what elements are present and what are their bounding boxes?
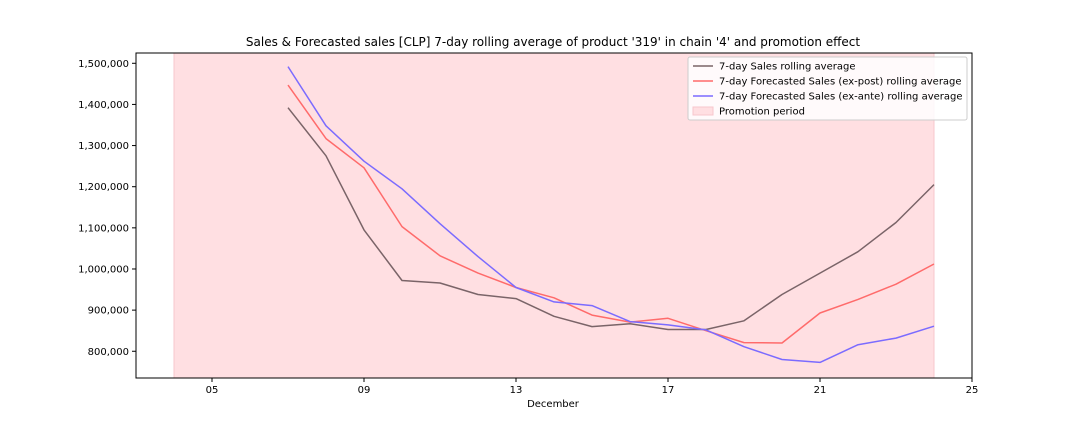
y-tick-label: 800,000 xyxy=(88,347,129,358)
legend-label-promotion: Promotion period xyxy=(719,107,805,118)
x-tick-label: 05 xyxy=(206,385,219,396)
x-tick-label: 21 xyxy=(814,385,827,396)
y-tick-label: 1,500,000 xyxy=(78,59,129,70)
series-line-1 xyxy=(287,107,935,331)
x-tick-label: 13 xyxy=(510,385,523,396)
x-axis-title: December xyxy=(527,399,580,410)
y-axis: 800,000 900,000 1,000,000 1,100,000 1,200,00… xyxy=(78,59,136,358)
y-tick-label: 1,200,000 xyxy=(78,182,129,193)
x-tick-label: 09 xyxy=(358,385,371,396)
series-line-2 xyxy=(287,84,935,344)
series-line-3 xyxy=(287,66,935,364)
y-tick-label: 1,100,000 xyxy=(78,223,129,234)
chart-title: Sales & Forecasted sales [CLP] 7-day rol… xyxy=(246,35,860,49)
y-tick-label: 1,000,000 xyxy=(78,264,129,275)
y-tick-label: 1,300,000 xyxy=(78,141,129,152)
plot-frame xyxy=(135,52,973,379)
series-layer xyxy=(287,66,935,364)
legend-label-3: 7-day Forecasted Sales (ex-ante) rolling… xyxy=(719,92,963,103)
legend-label-2: 7-day Forecasted Sales (ex-post) rolling… xyxy=(719,77,962,88)
legend-label-1: 7-day Sales rolling average xyxy=(719,62,855,73)
x-tick-label: 17 xyxy=(662,385,675,396)
legend: 7-day Sales rolling average 7-day Forecas… xyxy=(687,56,968,121)
legend-box xyxy=(687,56,968,121)
x-axis: 05 09 13 17 21 25 xyxy=(206,378,979,396)
x-tick-label: 25 xyxy=(966,385,979,396)
legend-swatch-promotion xyxy=(692,106,714,116)
y-tick-label: 900,000 xyxy=(88,306,129,317)
y-tick-label: 1,400,000 xyxy=(78,100,129,111)
